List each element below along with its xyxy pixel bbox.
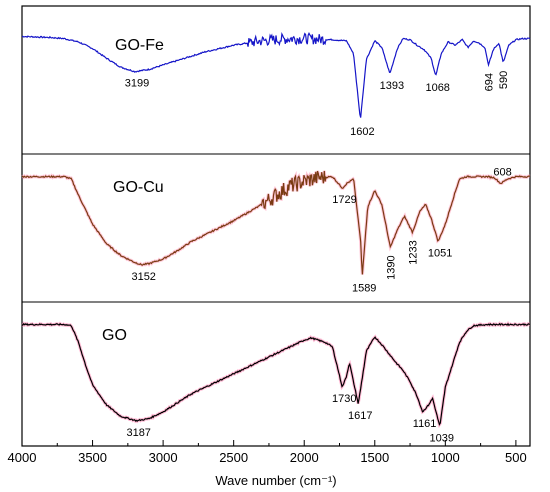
spectra-panels: GO-Fe 3199 1602 1393 1068 694 590 GO-Cu 3152 1729… [21,31,531,444]
panel-label-go-fe: GO-Fe [115,37,164,54]
x-tick-label: 3000 [149,450,178,465]
x-tick-label: 2500 [219,450,248,465]
peak-label: 1161 [413,418,437,430]
peak-label: 1390 [385,255,397,279]
peak-label: 694 [484,73,496,91]
series-line-go [21,322,530,426]
peak-label: 3152 [131,271,155,283]
peak-label: 1233 [408,240,420,264]
peak-label: 1730 [332,393,356,405]
x-tick-label: 2000 [290,450,319,465]
peak-label: 1039 [430,432,454,444]
x-tick-label: 1000 [431,450,460,465]
peak-label: 1729 [332,194,356,206]
x-tick-label: 1500 [360,450,389,465]
panel-go-fe: GO-Fe 3199 1602 1393 1068 694 590 [22,31,531,138]
peak-label: 1393 [380,80,404,92]
panel-label-go: GO [102,327,127,344]
series-line-go-fe [22,31,531,118]
x-tick-label: 4000 [8,450,37,465]
panel-go: GO 3187 1730 1617 1161 1039 [21,320,530,444]
x-tick-label: 3500 [78,450,107,465]
x-axis-title: Wave number (cm⁻¹) [215,473,336,488]
peak-label: 3187 [126,427,150,439]
x-tick-label: 500 [505,450,527,465]
peak-label: 1602 [350,126,374,138]
panel-label-go-cu: GO-Cu [113,179,164,196]
series-highlight-go [21,320,530,429]
peak-label: 1589 [352,282,376,294]
series-line-go-cu [21,170,531,275]
peak-label: 608 [493,167,511,179]
peak-label: 1617 [348,410,372,422]
peak-label: 590 [498,71,510,89]
peak-label: 1068 [425,82,449,94]
peak-label: 3199 [125,78,149,90]
panel-go-cu: GO-Cu 3152 1729 1589 1390 1233 1051 608 [21,167,531,294]
peak-label: 1051 [428,248,452,260]
series-highlight-go-cu [21,170,531,275]
plot-frame [21,5,531,447]
x-axis: 4000 3500 3000 2500 2000 1500 1000 500 [8,440,527,465]
